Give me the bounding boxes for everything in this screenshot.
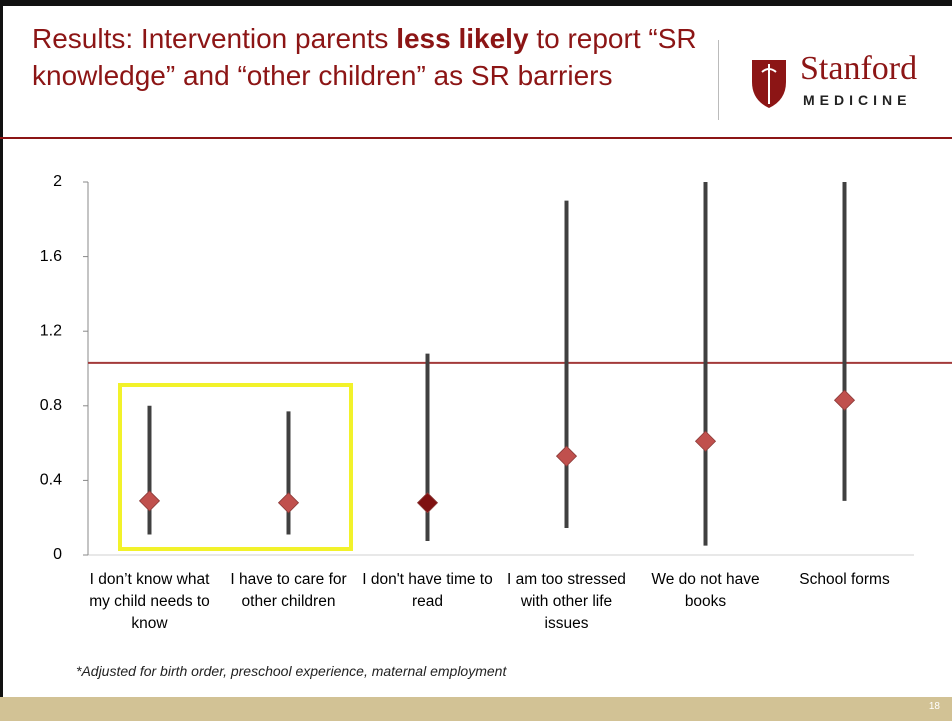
y-tick-label: 0 bbox=[53, 546, 62, 563]
title-part: to report “SR knowledge” and “other chil… bbox=[32, 23, 697, 91]
title-rule bbox=[0, 137, 952, 139]
footnote: *Adjusted for birth order, preschool exp… bbox=[76, 663, 507, 679]
x-tick-label: I don't have time to read bbox=[362, 571, 493, 610]
logo-sub: MEDICINE bbox=[803, 92, 912, 108]
logo-name: Stanford bbox=[800, 50, 918, 87]
x-tick-label: We do not have books bbox=[651, 571, 760, 610]
left-bar bbox=[0, 0, 3, 697]
divider bbox=[718, 40, 719, 120]
top-bar bbox=[0, 0, 952, 6]
page-number: 18 bbox=[928, 701, 940, 712]
point bbox=[416, 492, 439, 514]
title-part: Results: Intervention parents bbox=[32, 23, 397, 54]
bottom-bar bbox=[0, 697, 952, 721]
x-tick-label: I am too stressed with other life issues bbox=[507, 571, 626, 632]
y-tick-label: 2 bbox=[53, 173, 62, 190]
point bbox=[833, 389, 856, 411]
y-tick-label: 0.4 bbox=[40, 472, 62, 489]
y-tick-label: 0.8 bbox=[40, 397, 62, 414]
title-emphasis: less likely bbox=[396, 23, 529, 54]
point bbox=[694, 430, 717, 452]
point bbox=[555, 445, 578, 467]
point bbox=[277, 492, 300, 514]
point bbox=[138, 490, 161, 512]
slide-title: Results: Intervention parents less likel… bbox=[32, 20, 712, 94]
x-tick-label: I have to care for other children bbox=[230, 571, 347, 610]
x-tick-label: I don’t know what my child needs to know bbox=[89, 571, 210, 632]
highlight-box bbox=[118, 383, 353, 551]
y-tick-label: 1.6 bbox=[40, 248, 62, 265]
logo-shield bbox=[752, 60, 786, 108]
y-tick-label: 1.2 bbox=[40, 322, 62, 339]
x-tick-label: School forms bbox=[799, 571, 890, 588]
